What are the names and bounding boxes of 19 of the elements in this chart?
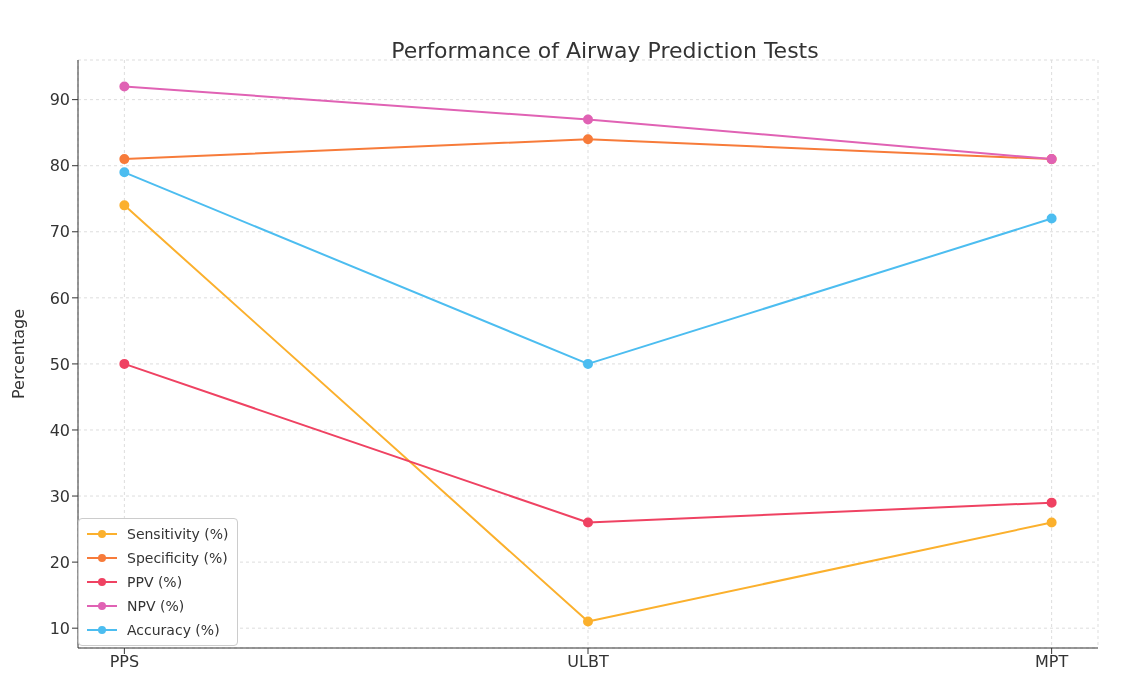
- x-tick-label: PPS: [109, 652, 140, 672]
- y-axis-title: Percentage: [8, 308, 28, 400]
- y-tick-label: 90: [49, 90, 70, 110]
- legend-label: NPV (%): [127, 597, 185, 616]
- y-tick-label: 20: [49, 552, 70, 572]
- x-tick-label: ULBT: [567, 652, 609, 672]
- y-tick-label: 30: [49, 486, 70, 506]
- y-tick-label: 50: [49, 354, 70, 374]
- y-tick-label: 40: [49, 420, 70, 440]
- legend-label: Sensitivity (%): [127, 525, 229, 544]
- x-tick-label: MPT: [1035, 652, 1069, 672]
- legend-label: Accuracy (%): [127, 621, 220, 640]
- y-tick-label: 60: [49, 288, 70, 308]
- chart-title: Performance of Airway Prediction Tests: [391, 38, 819, 63]
- y-tick-label: 70: [49, 222, 70, 242]
- y-tick-label: 80: [49, 156, 70, 176]
- y-tick-label: 10: [49, 618, 70, 638]
- legend-label: PPV (%): [127, 573, 183, 592]
- legend-label: Specificity (%): [127, 549, 228, 568]
